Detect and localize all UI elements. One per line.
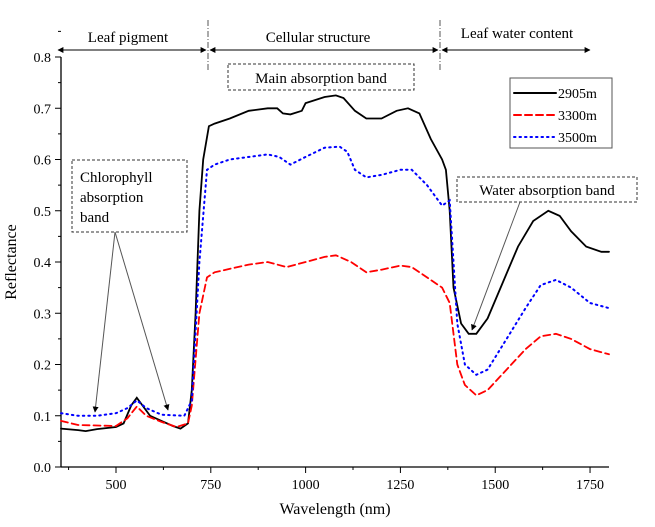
y-axis-label: Reflectance [3,224,20,300]
region-label-leaf-pigment: Leaf pigment [88,30,169,46]
legend-label: 3300m [558,109,597,124]
region-label-cellular: Cellular structure [266,30,371,46]
chlorophyll-arrow [92,231,116,413]
legend-label: 3500m [558,131,597,146]
water-band-arrow [471,201,521,331]
series-line-3500m [60,145,610,417]
x-tick-label: 1500 [481,478,509,493]
y-tick-label: 0.5 [34,205,52,220]
y-tick-label: 0.7 [34,102,52,117]
main-band-label: Main absorption band [255,71,387,87]
water-band-box [456,176,638,203]
chlorophyll-label-line2: absorption [80,190,144,206]
water-band-label: Water absorption band [479,183,615,199]
y-tick-label: 0.4 [34,256,52,271]
series-line-3300m [60,254,610,428]
y-tick-label: 0.6 [34,154,52,169]
x-tick-label: 1000 [292,478,320,493]
x-tick-label: 750 [200,478,221,493]
chlorophyll-box [71,159,188,233]
x-tick-label: 1250 [386,478,414,493]
x-axis-label: Wavelength (nm) [279,501,390,518]
y-tick-label: 0.8 [34,51,52,66]
y-tick-label: 0.1 [34,410,52,425]
chlorophyll-arrow [114,231,170,411]
series-line-2905m [60,94,610,433]
x-tick-label: 500 [105,478,126,493]
y-tick-label: 0.3 [34,307,52,322]
region-label-water: Leaf water content [461,26,574,42]
chlorophyll-label-line3: band [80,210,110,226]
y-tick-label: 0.0 [34,461,52,476]
y-tick-label: 0.2 [34,359,52,374]
chlorophyll-label-line1: Chlorophyll [80,170,153,186]
legend-label: 2905m [558,87,597,102]
main-band-box [227,63,415,91]
x-tick-label: 1750 [576,478,604,493]
